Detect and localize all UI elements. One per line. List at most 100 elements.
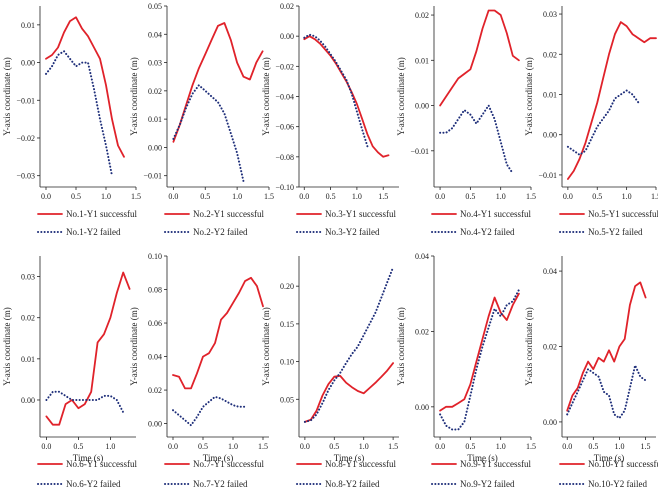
y-axis-label: Y-axis coordinate (m): [396, 307, 406, 385]
x-tick-label: 0.0: [435, 442, 445, 451]
failed-series-line: [566, 89, 640, 156]
x-tick-label: 0.0: [299, 192, 309, 201]
y-tick-label: 0.00: [280, 32, 294, 41]
y-tick-label: −0.02: [275, 62, 294, 71]
x-tick-label: 1.0: [622, 192, 632, 201]
y-axis-label: Y-axis coordinate (m): [2, 307, 12, 385]
y-tick-label: 0.02: [148, 87, 162, 96]
x-tick-label: 1.5: [264, 192, 274, 201]
y-axis-label: Y-axis coordinate (m): [396, 57, 406, 135]
legend-entry: No.6-Y2 failed: [66, 479, 121, 489]
successful-series-line: [567, 21, 657, 180]
chart-panel-3: 0.02 0.00 −0.02 −0.04 −0.06 −0.08 −0.10 0.0 0.5 1…: [261, 2, 399, 237]
legend-entry: No.1-Y2 failed: [66, 227, 121, 237]
y-tick-label: 0.01: [543, 90, 557, 99]
y-tick-label: −0.01: [410, 147, 429, 156]
failed-series-line: [172, 395, 246, 427]
legend-entry: No.9-Y2 failed: [460, 479, 515, 489]
y-axis-label: Y-axis coordinate (m): [261, 307, 271, 385]
x-tick-label: 1.5: [131, 192, 141, 201]
y-tick-label: 0.01: [148, 115, 162, 124]
x-tick-label: 1.0: [105, 442, 115, 451]
y-axis-label: Y-axis coordinate (m): [129, 307, 139, 385]
x-tick-label: 1.0: [352, 192, 362, 201]
legend-entry: No.5-Y1 successful: [588, 209, 658, 219]
y-tick-label: 0.04: [148, 353, 162, 362]
y-tick-label: 0.04: [543, 267, 557, 276]
x-tick-label: 1.5: [388, 442, 398, 451]
x-tick-label: 0.5: [200, 192, 210, 201]
failed-series-line: [303, 266, 395, 423]
legend-entry: No.8-Y1 successful: [325, 459, 396, 469]
chart-panel-10: 0.04 0.02 0.00 0.0 0.5 1.0 1.5 Y-axis coordinat…: [524, 256, 658, 489]
legend-entry: No.8-Y2 failed: [325, 479, 380, 489]
x-tick-label: 1.0: [232, 192, 242, 201]
x-tick-label: 1.0: [496, 192, 506, 201]
successful-series-line: [303, 35, 390, 158]
x-tick-label: 1.5: [641, 442, 651, 451]
x-tick-label: 0.5: [326, 192, 336, 201]
x-tick-label: 0.5: [329, 442, 339, 451]
x-axis-label: Time (s): [334, 453, 364, 463]
x-tick-label: 1.0: [614, 442, 624, 451]
failed-series-line: [566, 364, 647, 420]
y-tick-label: 0.02: [415, 327, 429, 336]
successful-series-line: [45, 16, 125, 158]
y-tick-label: −0.02: [16, 134, 35, 143]
x-tick-label: 0.0: [168, 192, 178, 201]
chart-panel-7: 0.10 0.08 0.06 0.04 0.02 0.00 0.0 0.5 1.0 1.5 Y-ax…: [129, 252, 269, 489]
successful-series-line: [439, 292, 520, 412]
failed-series-line: [439, 104, 514, 175]
y-tick-label: 0.01: [21, 21, 35, 30]
successful-series-line: [172, 276, 264, 390]
x-tick-label: 0.0: [435, 192, 445, 201]
failed-series-line: [45, 50, 113, 177]
y-tick-label: −0.10: [275, 183, 294, 192]
y-tick-label: −0.03: [16, 172, 35, 181]
y-tick-label: 0.10: [280, 358, 294, 367]
failed-series-line: [45, 390, 125, 414]
y-tick-label: 0.05: [280, 395, 294, 404]
y-tick-label: 0.02: [415, 11, 429, 20]
x-tick-label: 1.5: [651, 192, 658, 201]
y-tick-label: 0.10: [148, 252, 162, 261]
x-tick-label: 0.5: [71, 192, 81, 201]
y-tick-label: 0.03: [21, 273, 35, 282]
x-tick-label: 1.5: [258, 442, 268, 451]
x-tick-label: 0.0: [41, 442, 51, 451]
chart-panel-1: 0.01 0.00 −0.01 −0.02 −0.03 0.0 0.5 1.0 1.5 Y-axi…: [2, 6, 141, 237]
chart-panel-5: 0.03 0.02 0.01 0.00 −0.01 0.0 0.5 1.0 1.5 Y-axis …: [524, 6, 658, 237]
y-tick-label: 0.01: [21, 355, 35, 364]
x-tick-label: 0.5: [73, 442, 83, 451]
chart-panel-9: 0.04 0.02 0.00 0.0 0.5 1.0 1.5 Y-axis coordinat…: [396, 252, 536, 489]
x-tick-label: 1.5: [526, 192, 536, 201]
y-tick-label: 0.01: [415, 56, 429, 65]
x-tick-label: 1.0: [228, 442, 238, 451]
x-tick-label: 1.5: [526, 442, 536, 451]
x-tick-label: 0.0: [168, 442, 178, 451]
legend-entry: No.5-Y2 failed: [588, 227, 643, 237]
successful-series-line: [439, 9, 520, 107]
y-tick-label: −0.06: [275, 123, 294, 132]
chart-panel-8: 0.20 0.15 0.10 0.05 0.0 0.5 1.0 1.5 Y-axis coord…: [261, 256, 399, 489]
chart-panel-2: 0.05 0.04 0.03 0.02 0.01 0.00 −0.01 0.0 0.5 1.0 1.…: [129, 2, 274, 237]
x-axis-label: Time (s): [467, 453, 497, 463]
legend-entry: No.6-Y1 successful: [66, 459, 137, 469]
y-tick-label: 0.04: [415, 252, 429, 261]
y-tick-label: −0.01: [538, 171, 557, 180]
y-tick-label: 0.00: [21, 396, 35, 405]
y-tick-label: 0.02: [148, 386, 162, 395]
y-tick-label: 0.04: [148, 30, 162, 39]
y-tick-label: 0.00: [543, 131, 557, 140]
y-tick-label: −0.08: [275, 153, 294, 162]
y-tick-label: 0.02: [280, 2, 294, 11]
legend-entry: No.3-Y1 successful: [325, 209, 396, 219]
y-tick-label: 0.02: [543, 50, 557, 59]
y-tick-label: 0.08: [148, 286, 162, 295]
legend-entry: No.7-Y1 successful: [193, 459, 264, 469]
y-tick-label: 0.00: [148, 420, 162, 429]
y-tick-label: 0.02: [543, 343, 557, 352]
x-tick-label: 0.5: [198, 442, 208, 451]
legend-entry: No.4-Y2 failed: [460, 227, 515, 237]
